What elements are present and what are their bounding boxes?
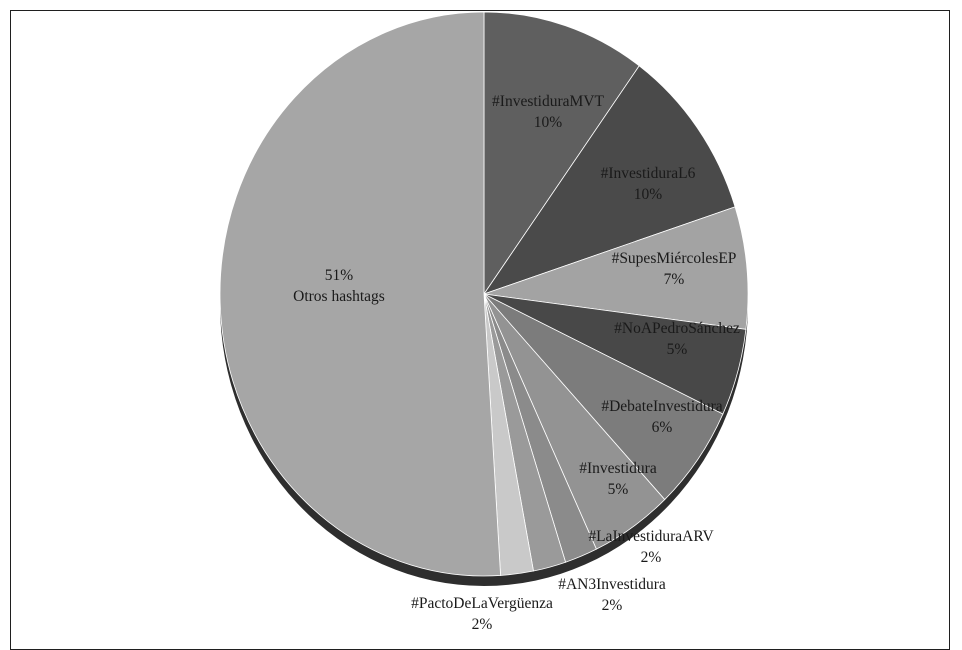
slice-label: #InvestiduraL6 (601, 165, 696, 182)
slice-percent: 6% (652, 419, 673, 436)
slice-percent: 2% (602, 597, 623, 614)
slice-label: Otros hashtags (293, 288, 385, 305)
slice-label: #LaInvestiduraARV (588, 528, 714, 545)
pie-labels: #InvestiduraMVT 10% #InvestiduraL6 10% #Supe… (293, 93, 740, 631)
pie-chart: #InvestiduraMVT 10% #InvestiduraL6 10% #Supe… (219, 11, 749, 631)
slice-label: #SupesMiércolesEP (612, 250, 737, 267)
slice-label: #Investidura (579, 460, 657, 477)
pie-slices (219, 11, 749, 577)
slice-percent: 10% (534, 114, 563, 131)
slice-label: #AN3Investidura (558, 576, 666, 593)
pie-slice-3 (483, 206, 749, 330)
slice-percent: 2% (472, 616, 493, 631)
slice-percent: 5% (667, 341, 688, 358)
slice-label: #PactoDeLaVergüenza (411, 595, 553, 612)
pie-slice-1 (483, 11, 640, 296)
slice-percent: 7% (664, 271, 685, 288)
pie-slice-10 (219, 11, 501, 577)
slice-percent: 2% (641, 549, 662, 566)
slice-label: #NoAPedroSánchez (614, 320, 740, 337)
slice-label: #InvestiduraMVT (492, 93, 604, 110)
slice-percent: 5% (608, 481, 629, 498)
slice-percent: 51% (325, 267, 354, 284)
slice-label: #DebateInvestidura (601, 398, 722, 415)
pie-slice-2 (482, 65, 736, 295)
slice-percent: 10% (634, 186, 663, 203)
